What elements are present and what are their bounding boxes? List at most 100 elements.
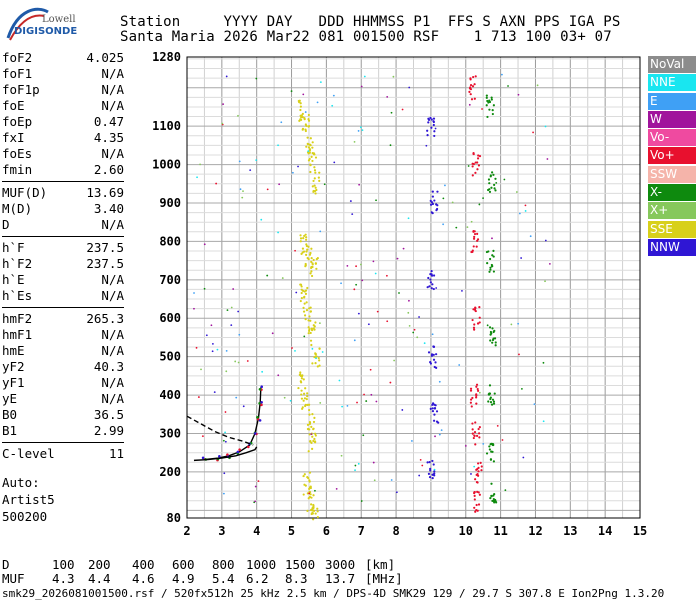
echo-point xyxy=(431,410,435,413)
echo-point xyxy=(312,518,315,521)
echo-point xyxy=(490,96,493,99)
echo-point xyxy=(492,443,495,447)
noise-point xyxy=(482,442,485,445)
echo-point xyxy=(307,119,311,122)
echo-point xyxy=(430,118,433,121)
noise-point xyxy=(234,360,237,363)
echo-point xyxy=(312,258,315,262)
echo-point xyxy=(477,432,481,435)
echo-point xyxy=(299,299,302,303)
echo-point xyxy=(310,343,313,347)
noise-point xyxy=(365,400,368,402)
muf-value: 8.3 xyxy=(285,571,308,586)
echo-point xyxy=(491,112,494,116)
echo-point xyxy=(472,245,475,248)
noise-point xyxy=(266,274,269,277)
noise-point xyxy=(295,291,298,294)
x-tick-label: 8 xyxy=(392,524,399,538)
noise-point xyxy=(529,235,532,238)
noise-point xyxy=(314,489,316,492)
noise-point xyxy=(239,188,242,191)
noise-point xyxy=(294,249,296,252)
echo-point xyxy=(306,248,309,251)
param-name: foF2 xyxy=(2,50,33,65)
echo-point xyxy=(311,362,314,365)
echo-point xyxy=(491,499,494,503)
echo-point xyxy=(426,129,429,132)
noise-point xyxy=(470,473,472,475)
legend-item: SSE xyxy=(648,220,696,238)
echo-point xyxy=(478,321,481,324)
param-separator xyxy=(2,236,124,237)
noise-point xyxy=(211,342,214,345)
echo-point xyxy=(491,109,494,112)
param-value: 40.3 xyxy=(93,359,124,374)
echo-point xyxy=(302,399,305,402)
muf-row: MUF 4.3 4.4 4.6 4.9 5.4 6.2 8.3 13.7 [MHz] xyxy=(2,571,422,586)
noise-point xyxy=(389,381,392,384)
y-tick-label: 900 xyxy=(159,196,181,210)
echo-point xyxy=(426,286,429,289)
param-name: foF1p xyxy=(2,82,40,97)
noise-point xyxy=(501,439,504,441)
noise-point xyxy=(412,331,415,334)
echo-point xyxy=(431,407,434,410)
echo-point xyxy=(313,166,316,169)
noise-point xyxy=(224,431,226,434)
noise-point xyxy=(215,182,218,185)
noise-point xyxy=(375,199,377,202)
echo-point xyxy=(310,260,313,263)
echo-point xyxy=(473,494,476,497)
echo-point xyxy=(429,281,432,284)
x-tick-label: 4 xyxy=(253,524,260,538)
x-tick-label: 10 xyxy=(459,524,473,538)
echo-point xyxy=(302,474,305,478)
echo-point xyxy=(314,361,317,365)
echo-point xyxy=(310,155,313,158)
echo-point xyxy=(491,264,494,268)
echo-point xyxy=(428,461,431,464)
legend-item: NNE xyxy=(648,74,696,92)
noise-point xyxy=(408,299,410,302)
muf-value: 13.7 xyxy=(325,571,356,586)
noise-point xyxy=(518,212,521,215)
param-row: yF2 40.3 xyxy=(2,359,124,375)
noise-point xyxy=(355,283,358,286)
noise-point xyxy=(423,342,426,345)
echo-point xyxy=(468,87,472,90)
param-row: foF2 4.025 xyxy=(2,50,124,66)
echo-point xyxy=(471,318,474,322)
echo-point xyxy=(471,165,474,168)
noise-point xyxy=(491,237,493,240)
noise-point xyxy=(255,77,258,80)
noise-point xyxy=(419,458,422,461)
echo-point xyxy=(475,508,478,512)
echo-point xyxy=(471,85,475,88)
noise-point xyxy=(361,129,364,132)
echo-point xyxy=(302,237,305,240)
echo-point xyxy=(313,437,316,441)
plot-frame xyxy=(186,56,641,519)
param-value: N/A xyxy=(101,343,124,358)
echo-point xyxy=(494,177,497,180)
noise-point xyxy=(363,393,365,396)
x-tick-label: 3 xyxy=(218,524,225,538)
echo-point xyxy=(488,182,491,185)
noise-point xyxy=(390,111,393,114)
param-row: yF1 N/A xyxy=(2,375,124,391)
noise-point xyxy=(408,324,411,327)
echo-point xyxy=(299,102,302,105)
echo-point xyxy=(476,481,479,484)
noise-point xyxy=(482,197,484,199)
noise-point xyxy=(321,351,324,353)
echo-point xyxy=(305,309,309,312)
param-value: 0.47 xyxy=(93,114,124,129)
noise-point xyxy=(213,391,216,394)
param-row: foF1 N/A xyxy=(2,66,124,82)
echo-point xyxy=(308,433,311,436)
echo-point xyxy=(300,393,303,396)
param-name: foE xyxy=(2,98,25,113)
echo-point xyxy=(312,494,315,497)
noise-point xyxy=(501,73,503,76)
noise-point xyxy=(199,163,201,166)
